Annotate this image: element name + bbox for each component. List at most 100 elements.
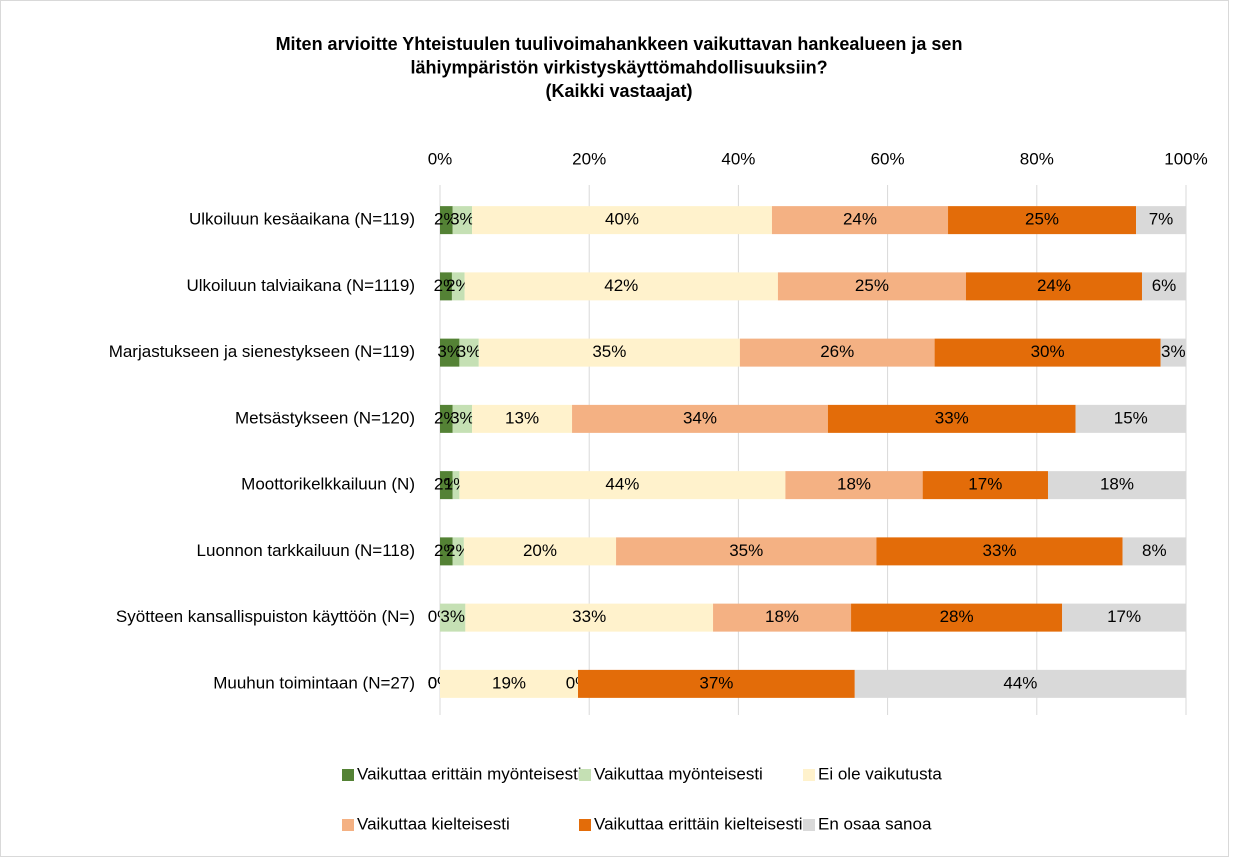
chart-title: (Kaikki vastaajat) (545, 81, 692, 101)
data-label: 19% (492, 673, 526, 692)
data-label: 35% (592, 342, 626, 361)
data-label: 7% (1149, 210, 1174, 229)
data-label: 42% (604, 276, 638, 295)
bar-segment (876, 537, 1123, 566)
bar-segment (440, 603, 466, 632)
y-tick-label: Metsästykseen (N=120) (235, 408, 415, 427)
data-label: 18% (765, 607, 799, 626)
bar-segment (922, 471, 1048, 500)
bar-segment (472, 404, 573, 433)
legend-swatch (803, 819, 815, 831)
bar-segment (616, 537, 877, 566)
data-label: 20% (523, 541, 557, 560)
data-label: 25% (1025, 210, 1059, 229)
data-label: 44% (605, 475, 639, 494)
bar-segment (440, 537, 453, 566)
data-label: 3% (440, 607, 465, 626)
y-tick-label: Marjastukseen ja sienestykseen (N=119) (109, 342, 415, 361)
bar-segment (713, 603, 852, 632)
x-tick-label: 80% (1020, 149, 1054, 168)
legend-label: En osaa sanoa (818, 814, 932, 833)
data-label: 24% (843, 210, 877, 229)
data-label: 15% (1114, 408, 1148, 427)
bar-segment (452, 404, 473, 433)
bar-segment (440, 404, 453, 433)
y-tick-label: Syötteen kansallispuiston käyttöön (N=) (116, 607, 415, 626)
bar-segment (739, 338, 935, 367)
data-label: 34% (683, 408, 717, 427)
bar-segment (1136, 206, 1186, 235)
data-label: 40% (605, 210, 639, 229)
legend-label: Vaikuttaa erittäin kielteisesti (594, 814, 803, 833)
legend-label: Vaikuttaa kielteisesti (357, 814, 510, 833)
bar-segment (459, 338, 479, 367)
bar-segment (440, 338, 460, 367)
bar-segment (440, 471, 453, 500)
chart-title: Miten arvioitte Yhteistuulen tuulivoimah… (276, 34, 963, 54)
bar-segment (1122, 537, 1186, 566)
bar-segment (452, 537, 464, 566)
bar-segment (464, 272, 778, 301)
bar-segment (965, 272, 1142, 301)
legend-swatch (579, 769, 591, 781)
data-label: 28% (940, 607, 974, 626)
x-tick-label: 0% (428, 149, 453, 168)
bar-segment (934, 338, 1161, 367)
data-label: 3% (450, 210, 475, 229)
bar-segment (771, 206, 949, 235)
data-label: 25% (855, 276, 889, 295)
data-label: 17% (1107, 607, 1141, 626)
bar-segment (1047, 471, 1186, 500)
legend-swatch (803, 769, 815, 781)
data-label: 3% (437, 342, 462, 361)
data-label: 33% (572, 607, 606, 626)
y-tick-label: Moottorikelkkailuun (N) (241, 475, 415, 494)
data-label: 8% (1142, 541, 1167, 560)
bar-segment (578, 669, 855, 698)
bar-segment (948, 206, 1137, 235)
data-label: 26% (820, 342, 854, 361)
bar-segment (465, 603, 714, 632)
bar-segment (451, 272, 465, 301)
legend-label: Ei ole vaikutusta (818, 764, 942, 783)
bar-segment (478, 338, 740, 367)
data-label: 3% (457, 342, 482, 361)
bar-segment (1075, 404, 1186, 433)
y-tick-label: Ulkoiluun kesäaikana (N=119) (189, 210, 415, 229)
bar-segment (1141, 272, 1186, 301)
bar-segment (452, 206, 473, 235)
data-label: 37% (699, 673, 733, 692)
y-tick-label: Muuhun toimintaan (N=27) (213, 673, 415, 692)
bar-segment (459, 471, 786, 500)
bar-segment (440, 272, 452, 301)
data-label: 2% (434, 408, 459, 427)
data-label: 3% (450, 408, 475, 427)
x-tick-label: 100% (1164, 149, 1207, 168)
legend-label: Vaikuttaa erittäin myönteisesti (357, 764, 582, 783)
data-label: 2% (434, 475, 459, 494)
bar-segment (854, 669, 1186, 698)
legend-swatch (342, 819, 354, 831)
bar-segment (827, 404, 1076, 433)
legend-label: Vaikuttaa myönteisesti (594, 764, 763, 783)
bar-segment (851, 603, 1063, 632)
bar-segment (452, 471, 460, 500)
data-label: 35% (729, 541, 763, 560)
bar-segment (440, 669, 579, 698)
data-label: 33% (935, 408, 969, 427)
legend-swatch (342, 769, 354, 781)
data-label: 13% (505, 408, 539, 427)
bar-segment (572, 404, 828, 433)
data-label: 18% (837, 475, 871, 494)
x-tick-label: 20% (572, 149, 606, 168)
data-label: 44% (1003, 673, 1037, 692)
bar-segment (472, 206, 772, 235)
bar-segment (440, 206, 453, 235)
data-label: 18% (1100, 475, 1134, 494)
y-tick-label: Ulkoiluun talviaikana (N=1119) (186, 276, 415, 295)
data-label: 24% (1037, 276, 1071, 295)
x-tick-label: 40% (721, 149, 755, 168)
bar-segment (1062, 603, 1186, 632)
data-label: 2% (446, 276, 471, 295)
bar-segment (777, 272, 966, 301)
